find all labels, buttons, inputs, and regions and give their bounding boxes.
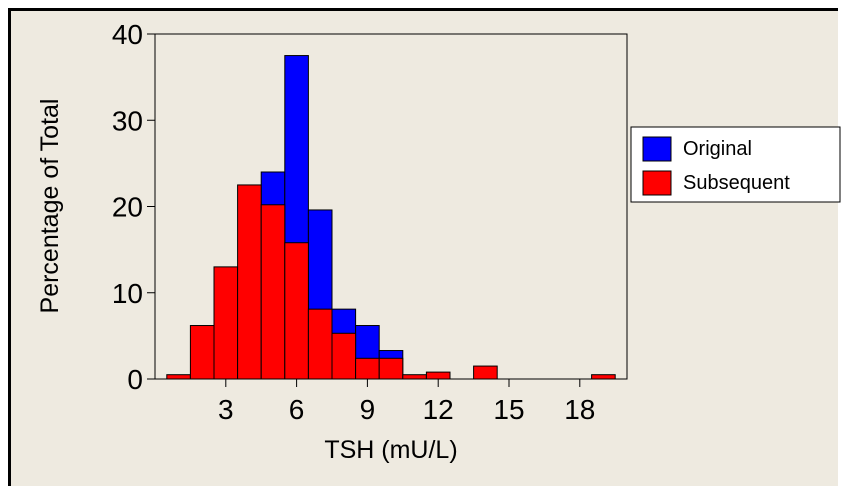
y-tick-label-10: 10	[112, 278, 143, 309]
bar-subsequent-6	[307, 308, 333, 380]
bar-subsequent-2	[213, 266, 239, 380]
x-tick-label-6: 6	[289, 394, 305, 425]
bar-subsequent-7	[331, 332, 357, 380]
bar-subsequent-5	[284, 242, 309, 380]
legend: Original Subsequent	[630, 126, 841, 203]
x-tick-label-12: 12	[423, 394, 454, 425]
x-tick-label-9: 9	[360, 394, 376, 425]
x-axis-label: TSH (mU/L)	[324, 436, 457, 464]
bar-subsequent-3	[237, 184, 262, 380]
legend-label-original: Original	[683, 138, 752, 160]
x-tick-label-3: 3	[218, 394, 234, 425]
bar-subsequent-10	[402, 374, 427, 380]
y-tick-label-20: 20	[112, 192, 143, 223]
bar-subsequent-11	[425, 371, 451, 380]
x-tick-label-18: 18	[564, 394, 595, 425]
y-axis-label: Percentage of Total	[36, 99, 64, 314]
y-axis: 0 10 20 30 40	[112, 19, 155, 395]
bar-subsequent-9	[378, 357, 404, 380]
legend-swatch-subsequent	[642, 170, 672, 196]
legend-label-subsequent: Subsequent	[683, 172, 790, 194]
x-axis: 3 6 9 12 15 18	[218, 379, 595, 425]
bar-subsequent-8	[355, 357, 380, 380]
bar-subsequent-0	[166, 374, 191, 380]
legend-swatch-original	[642, 136, 672, 162]
y-tick-label-30: 30	[112, 105, 143, 136]
bar-subsequent-13	[473, 365, 498, 380]
bar-subsequent-4	[260, 204, 286, 380]
y-tick-label-0: 0	[127, 364, 143, 395]
bars-group	[166, 55, 616, 380]
y-tick-label-40: 40	[112, 19, 143, 50]
bar-subsequent-1	[189, 325, 215, 380]
bar-subsequent-18	[591, 374, 616, 380]
x-tick-label-15: 15	[493, 394, 524, 425]
chart-frame	[8, 8, 838, 486]
